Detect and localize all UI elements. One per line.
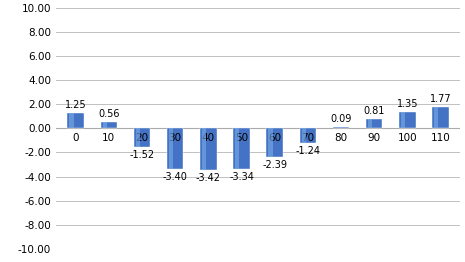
Text: 100: 100 (398, 133, 417, 143)
Text: -3.40: -3.40 (163, 172, 187, 182)
Bar (401, 112, 405, 128)
Bar (268, 128, 272, 157)
Text: 20: 20 (135, 133, 149, 143)
Bar (235, 128, 239, 169)
Bar (399, 112, 416, 128)
Bar (136, 128, 140, 147)
Text: 1.35: 1.35 (397, 99, 418, 109)
Text: 110: 110 (431, 133, 450, 143)
Bar (302, 128, 306, 143)
Bar (103, 122, 107, 128)
Text: 90: 90 (367, 133, 381, 143)
Bar (432, 107, 449, 128)
Text: -3.34: -3.34 (229, 172, 254, 182)
Bar (332, 127, 349, 128)
Text: 0.56: 0.56 (98, 109, 120, 119)
Bar (368, 119, 372, 128)
Bar (100, 122, 117, 128)
Bar (67, 113, 84, 128)
Bar (366, 119, 382, 128)
Text: 60: 60 (268, 133, 281, 143)
Text: -1.52: -1.52 (129, 150, 154, 160)
Bar (169, 128, 173, 169)
Text: -2.39: -2.39 (262, 160, 287, 170)
Bar (134, 128, 150, 147)
Bar (200, 128, 217, 170)
Bar (434, 107, 438, 128)
Bar (299, 128, 316, 143)
Bar (202, 128, 206, 170)
Text: -1.24: -1.24 (295, 146, 320, 156)
Text: 1.25: 1.25 (65, 100, 86, 110)
Bar (335, 127, 339, 128)
Text: 30: 30 (169, 133, 182, 143)
Text: 80: 80 (334, 133, 347, 143)
Text: 1.77: 1.77 (430, 94, 451, 104)
Text: 50: 50 (235, 133, 248, 143)
Text: 0: 0 (73, 133, 79, 143)
Bar (266, 128, 283, 157)
Bar (69, 113, 73, 128)
Text: -3.42: -3.42 (196, 173, 221, 183)
Text: 70: 70 (301, 133, 314, 143)
Bar (167, 128, 184, 169)
Text: 10: 10 (102, 133, 115, 143)
Text: 0.09: 0.09 (330, 114, 352, 124)
Bar (233, 128, 250, 169)
Text: 0.81: 0.81 (364, 106, 385, 116)
Text: 40: 40 (202, 133, 215, 143)
